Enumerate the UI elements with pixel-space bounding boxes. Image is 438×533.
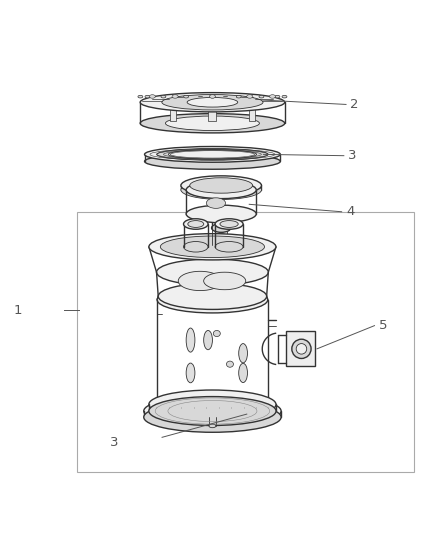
Ellipse shape [209,424,216,427]
Ellipse shape [140,93,285,112]
Text: 4: 4 [346,205,354,218]
Ellipse shape [181,176,261,195]
Ellipse shape [158,283,267,310]
Ellipse shape [162,94,263,110]
Ellipse shape [144,396,281,426]
Ellipse shape [149,233,276,260]
Ellipse shape [145,95,150,98]
Ellipse shape [209,95,215,98]
Text: 3: 3 [348,149,357,162]
Ellipse shape [184,219,208,229]
Ellipse shape [149,397,276,425]
Ellipse shape [296,344,307,354]
Bar [249,104,255,121]
Ellipse shape [181,180,261,199]
Ellipse shape [149,95,155,98]
Ellipse shape [215,219,243,229]
Ellipse shape [206,198,226,208]
Ellipse shape [187,98,238,107]
Ellipse shape [292,339,311,359]
Ellipse shape [212,223,231,232]
Ellipse shape [226,361,233,367]
Ellipse shape [149,390,276,419]
Ellipse shape [215,233,227,240]
Ellipse shape [144,402,281,432]
Ellipse shape [160,236,265,257]
Ellipse shape [213,330,220,336]
Bar [77,212,414,472]
Text: 3: 3 [110,436,118,449]
Ellipse shape [217,240,226,244]
Ellipse shape [161,95,166,98]
Text: 5: 5 [379,319,387,332]
Ellipse shape [186,363,195,383]
Ellipse shape [204,272,246,290]
Ellipse shape [145,154,280,169]
Ellipse shape [239,344,247,363]
Ellipse shape [282,95,287,98]
Text: 1: 1 [13,304,21,317]
Ellipse shape [166,116,259,131]
Ellipse shape [188,221,204,228]
Ellipse shape [138,95,143,98]
Ellipse shape [186,205,256,223]
Ellipse shape [157,287,268,313]
Ellipse shape [275,95,280,98]
Ellipse shape [220,221,238,228]
Ellipse shape [247,95,253,98]
Text: 2: 2 [350,98,359,111]
Ellipse shape [184,95,189,98]
Ellipse shape [210,95,215,98]
Ellipse shape [184,241,208,252]
Ellipse shape [140,114,285,133]
Ellipse shape [204,330,212,350]
Ellipse shape [145,147,280,162]
Ellipse shape [172,95,178,98]
Bar [286,332,315,366]
Ellipse shape [186,328,195,352]
Ellipse shape [236,95,241,98]
Ellipse shape [215,241,243,252]
Ellipse shape [259,95,264,98]
Ellipse shape [156,259,268,285]
Bar [208,104,216,121]
Ellipse shape [168,150,257,159]
Ellipse shape [190,178,253,193]
Ellipse shape [186,181,256,199]
Bar [170,104,176,121]
Ellipse shape [239,364,247,383]
Ellipse shape [157,149,268,160]
Ellipse shape [269,95,276,98]
Ellipse shape [178,271,222,290]
